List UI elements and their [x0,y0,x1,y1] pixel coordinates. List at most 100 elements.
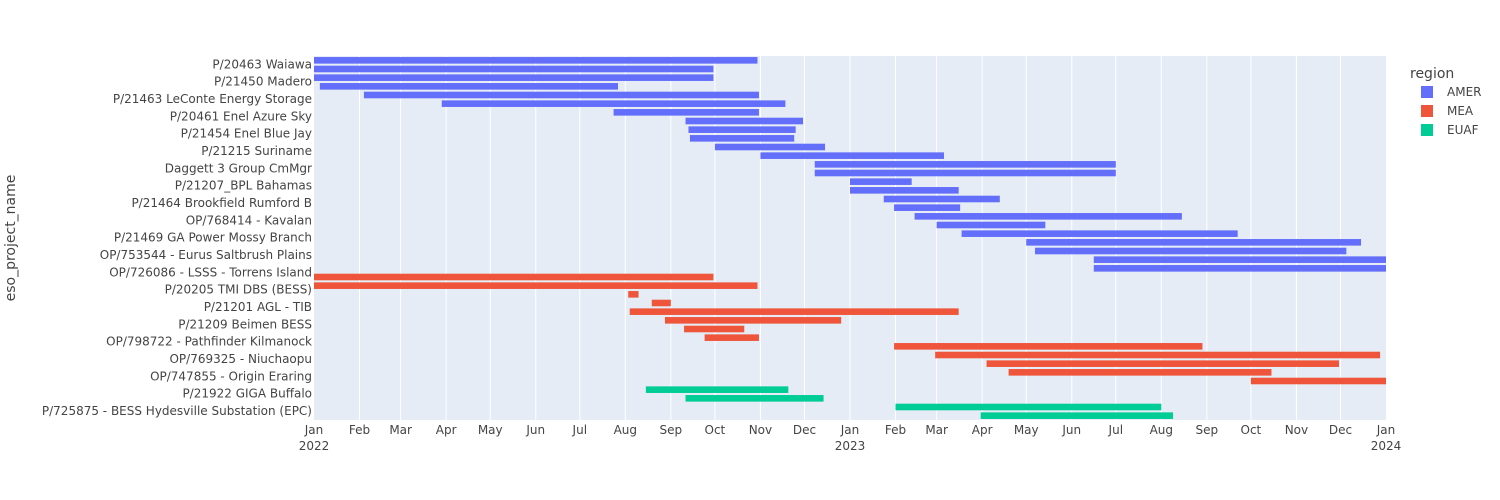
task-bar-amer [1035,247,1347,255]
y-tick-label: P/21463 LeConte Energy Storage [113,92,312,106]
y-tick-label: P/21201 AGL - TIB [204,300,312,314]
task-bar-amer [314,57,758,64]
task-bar-mea [684,325,745,333]
x-tick-label: Jun [525,423,545,437]
task-bar-amer [936,221,1046,229]
task-bar-mea [664,317,842,324]
task-bar-mea [894,343,1203,350]
legend-label-euaf[interactable]: EUAF [1447,123,1479,137]
y-axis-title: eso_project_name [3,175,19,302]
y-tick-label: P/21207_BPL Bahamas [175,179,312,193]
y-tick-label: P/21450 Madero [214,75,312,89]
task-bar-amer [688,126,796,133]
x-tick-label: Nov [1285,423,1308,437]
task-bar-amer [689,135,795,142]
x-tick-label: Sep [660,423,683,437]
x-tick-label: May [1014,423,1039,437]
task-bar-amer [850,187,959,194]
x-tick-label: Jan [304,423,324,437]
task-bar-amer [1093,265,1386,272]
y-tick-label: OP/747855 - Origin Eraring [150,369,312,383]
x-tick-year-label: 2024 [1371,439,1402,453]
x-tick-year-label: 2022 [299,439,330,453]
x-tick-label: Oct [705,423,726,437]
legend-swatch-amer[interactable] [1421,86,1433,98]
x-tick-label: Dec [793,423,816,437]
task-bar-mea [628,291,639,298]
legend-label-mea[interactable]: MEA [1447,104,1474,118]
y-tick-label: P/21454 Enel Blue Jay [181,127,312,141]
x-tick-label: Jun [1061,423,1081,437]
task-bar-mea [1250,377,1386,385]
y-tick-label: P/725875 - BESS Hydesville Substation (E… [42,404,312,418]
x-tick-label: Feb [349,423,370,437]
y-tick-label: P/20205 TMI DBS (BESS) [165,283,312,297]
task-bar-euaf [980,412,1174,419]
x-tick-label: Jul [572,423,587,437]
task-bar-amer [613,109,759,116]
x-axis-tick-labels: Jan 2022 Feb Mar Apr May Jun Jul Aug Sep Oct Nov Dec… [299,423,1402,453]
x-tick-label: Feb [885,423,906,437]
task-bar-mea [629,308,959,315]
legend-swatch-euaf[interactable] [1421,124,1433,136]
task-bar-mea [935,351,1381,359]
task-bar-amer [1093,256,1386,263]
y-tick-label: P/20463 Waiawa [212,57,312,71]
y-tick-label: OP/726086 - LSSS - Torrens Island [109,265,312,279]
y-tick-label: P/21464 Brookfield Rumford B [131,196,312,210]
y-axis-tick-labels: P/20463 Waiawa P/21450 Madero P/21463 LeCo… [42,57,312,418]
legend-swatch-mea[interactable] [1421,105,1433,117]
x-tick-label: Oct [1241,423,1262,437]
y-tick-label: OP/769325 - Niuchaopu [169,352,312,366]
x-tick-label: Jul [1108,423,1123,437]
task-bar-amer [961,230,1238,237]
task-bar-amer [883,195,1000,203]
task-bar-amer [314,74,714,81]
task-bar-mea [986,360,1340,367]
x-tick-label: Aug [1150,423,1173,437]
task-bar-amer [850,178,912,185]
y-tick-label: OP/768414 - Kavalan [186,213,312,227]
task-bar-amer [319,83,618,90]
task-bar-mea [314,273,714,281]
x-tick-label: Apr [972,423,993,437]
y-tick-label: P/21215 Suriname [201,144,312,158]
task-bar-amer [814,169,1116,177]
x-tick-label: Jan [1376,423,1396,437]
task-bar-euaf [685,395,824,402]
task-bar-mea [1008,369,1272,376]
legend-label-amer[interactable]: AMER [1447,85,1481,99]
x-tick-label: Dec [1329,423,1352,437]
x-tick-year-label: 2023 [835,439,866,453]
task-bar-amer [814,161,1116,168]
y-tick-label: P/21209 Beimen BESS [178,317,312,331]
task-bar-euaf [645,386,789,393]
task-bar-amer [760,152,944,159]
y-tick-label: OP/753544 - Eurus Saltbrush Plains [100,248,312,262]
y-tick-label: OP/798722 - Pathfinder Kilmanock [106,335,312,349]
x-tick-label: Mar [925,423,948,437]
task-bar-amer [441,100,786,107]
y-tick-label: P/21922 GIGA Buffalo [182,387,312,401]
y-tick-label: P/21469 GA Power Mossy Branch [114,231,312,245]
x-tick-label: Apr [436,423,457,437]
timeline-bars [314,57,1386,419]
task-bar-euaf [895,403,1162,411]
y-tick-label: Daggett 3 Group CmMgr [165,161,312,175]
grid-lines [359,56,1341,420]
x-tick-label: Sep [1196,423,1219,437]
task-bar-amer [314,65,714,73]
x-tick-label: May [478,423,503,437]
x-tick-label: Jan [840,423,860,437]
task-bar-amer [685,117,804,125]
task-bar-amer [914,213,1182,220]
task-bar-amer [894,204,961,211]
task-bar-mea [704,334,759,341]
x-tick-label: Nov [749,423,772,437]
legend: region AMER MEA EUAF [1410,66,1481,137]
y-tick-label: P/20461 Enel Azure Sky [170,109,312,123]
task-bar-amer [1026,239,1362,246]
legend-title: region [1410,66,1454,82]
task-bar-amer [363,91,759,99]
